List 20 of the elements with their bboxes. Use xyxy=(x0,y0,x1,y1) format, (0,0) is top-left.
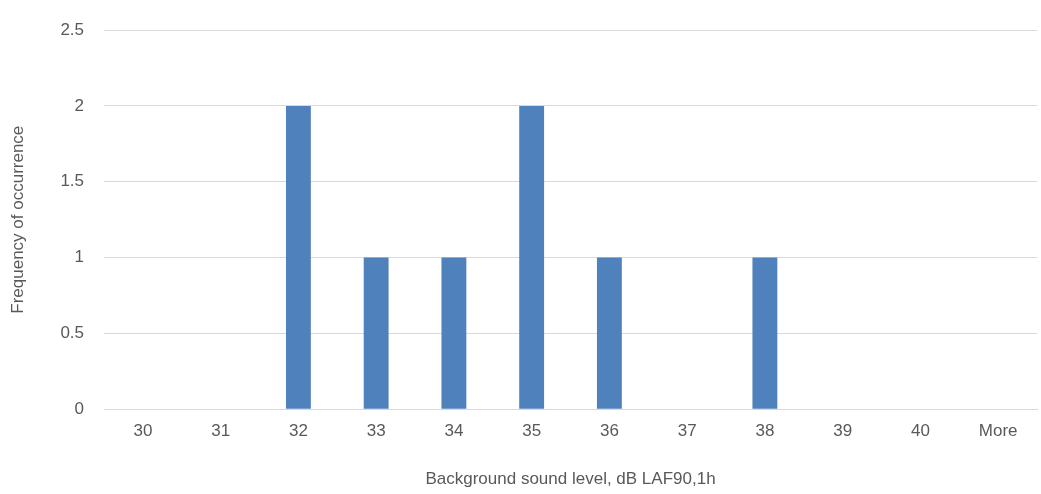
x-tick-label: 34 xyxy=(444,421,464,441)
x-axis-title: Background sound level, dB LAF90,1h xyxy=(425,469,716,489)
y-tick-label: 1.5 xyxy=(60,171,85,191)
x-tick-label: 37 xyxy=(677,421,697,441)
x-tick-label: More xyxy=(978,421,1018,441)
x-tick-label: 30 xyxy=(133,421,153,441)
y-tick-label: 0.5 xyxy=(60,323,85,343)
x-tick-label: 31 xyxy=(211,421,231,441)
x-tick-label: 39 xyxy=(833,421,853,441)
y-axis-title: Frequency of occurrence xyxy=(7,125,27,314)
x-tick-label: 38 xyxy=(755,421,775,441)
x-tick-label: 33 xyxy=(366,421,386,441)
y-tick-label: 2 xyxy=(74,95,85,115)
y-tick-label: 0 xyxy=(74,398,85,418)
x-tick-label: 35 xyxy=(522,421,542,441)
x-tick-label: 40 xyxy=(910,421,930,441)
x-tick-label: 36 xyxy=(599,421,619,441)
y-tick-label: 1 xyxy=(74,247,85,267)
x-tick-label: 32 xyxy=(288,421,308,441)
y-tick-label: 2.5 xyxy=(60,19,85,39)
